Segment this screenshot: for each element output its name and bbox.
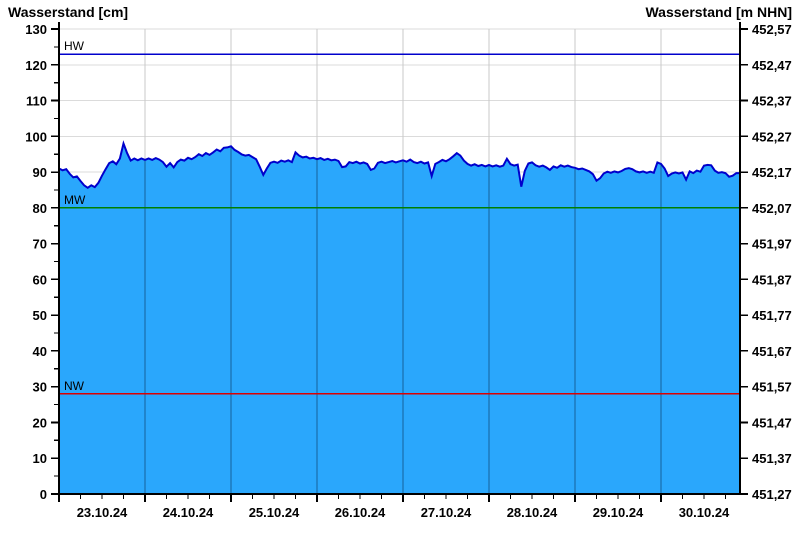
- right-tick-label: 452,47: [752, 58, 792, 73]
- right-tick-label: 451,27: [752, 487, 792, 502]
- left-tick-label: 120: [25, 58, 47, 73]
- left-tick-label: 30: [33, 380, 47, 395]
- right-tick-label: 452,27: [752, 129, 792, 144]
- left-tick-label: 50: [33, 308, 47, 323]
- left-tick-label: 0: [40, 487, 47, 502]
- date-label: 30.10.24: [679, 505, 730, 520]
- right-tick-label: 452,37: [752, 94, 792, 109]
- right-tick-label: 451,37: [752, 451, 792, 466]
- right-tick-label: 452,07: [752, 201, 792, 216]
- right-tick-label: 451,97: [752, 237, 792, 252]
- right-tick-label: 451,67: [752, 344, 792, 359]
- left-tick-label: 80: [33, 201, 47, 216]
- nw-label: NW: [64, 379, 85, 393]
- date-label: 26.10.24: [335, 505, 386, 520]
- left-tick-label: 10: [33, 451, 47, 466]
- date-label: 25.10.24: [249, 505, 300, 520]
- water-level-area: [59, 143, 740, 494]
- left-tick-label: 130: [25, 22, 47, 37]
- left-tick-label: 100: [25, 129, 47, 144]
- right-tick-label: 452,57: [752, 22, 792, 37]
- date-label: 27.10.24: [421, 505, 472, 520]
- right-axis-title: Wasserstand [m NHN]: [645, 4, 792, 20]
- hw-label: HW: [64, 39, 85, 53]
- date-label: 29.10.24: [593, 505, 644, 520]
- right-tick-label: 451,87: [752, 272, 792, 287]
- left-tick-label: 20: [33, 415, 47, 430]
- right-tick-label: 451,57: [752, 380, 792, 395]
- left-axis-title: Wasserstand [cm]: [8, 4, 129, 20]
- right-tick-label: 451,77: [752, 308, 792, 323]
- date-label: 24.10.24: [163, 505, 214, 520]
- left-tick-label: 70: [33, 237, 47, 252]
- date-label: 28.10.24: [507, 505, 558, 520]
- right-tick-label: 451,47: [752, 415, 792, 430]
- water-level-curve: [58, 140, 740, 190]
- left-tick-label: 110: [26, 94, 47, 109]
- left-tick-label: 40: [33, 344, 47, 359]
- left-tick-label: 60: [33, 272, 47, 287]
- right-tick-label: 452,17: [752, 165, 792, 180]
- date-label: 23.10.24: [77, 505, 128, 520]
- mw-label: MW: [64, 193, 86, 207]
- left-tick-label: 90: [33, 165, 47, 180]
